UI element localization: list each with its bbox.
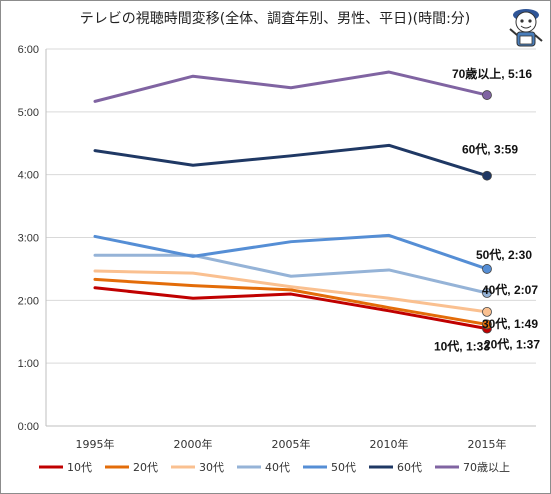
- y-tick-label: 5:00: [18, 107, 39, 119]
- series-end-point: [482, 90, 492, 100]
- series-end-point: [482, 170, 492, 181]
- series-3: 40代, 2:07: [93, 253, 538, 298]
- series-line: [93, 269, 489, 314]
- data-label: 70歳以上, 5:16: [452, 66, 532, 81]
- data-label: 40代, 2:07: [482, 282, 538, 297]
- series-end-point: [482, 319, 492, 330]
- legend-item: 30代: [171, 461, 224, 474]
- series-end-point: [482, 306, 492, 317]
- legend-label: 70歳以上: [463, 461, 510, 474]
- y-tick-label: 0:00: [18, 421, 39, 433]
- data-label: 30代, 1:49: [482, 316, 538, 331]
- y-tick-label: 4:00: [18, 170, 39, 182]
- y-axis: 0:00 1:00 2:00 3:00 4:00 5:00 6:00: [18, 44, 47, 433]
- y-tick-label: 6:00: [18, 44, 39, 56]
- series-end-point: [482, 264, 492, 274]
- legend-item: 40代: [237, 461, 290, 474]
- data-label: 10代, 1:33: [434, 339, 490, 354]
- series-5: 60代, 3:59: [93, 142, 518, 181]
- data-label: 50代, 2:30: [476, 247, 532, 262]
- legend-item: 50代: [303, 461, 356, 474]
- legend-label: 30代: [199, 461, 224, 474]
- legend-item: 10代: [39, 461, 92, 474]
- series-1: 20代, 1:37: [93, 277, 540, 351]
- y-tick-label: 3:00: [18, 233, 39, 245]
- data-label: 60代, 3:59: [462, 142, 518, 157]
- gridlines: [46, 48, 536, 427]
- legend-label: 10代: [67, 461, 92, 474]
- x-tick-label: 2010年: [370, 437, 409, 451]
- x-tick-label: 2005年: [272, 437, 311, 451]
- y-tick-label: 2:00: [18, 295, 39, 307]
- x-axis: 1995年 2000年 2005年 2010年 2015年: [46, 425, 536, 451]
- legend-item: 70歳以上: [435, 461, 510, 474]
- y-tick-label: 1:00: [18, 358, 39, 370]
- legend-item: 60代: [369, 461, 422, 474]
- legend-label: 20代: [133, 461, 158, 474]
- legend-label: 40代: [265, 461, 290, 474]
- series-line: [93, 253, 489, 295]
- series-line: [93, 143, 489, 178]
- legend-item: 20代: [105, 461, 158, 474]
- series-end-point: [482, 288, 492, 298]
- chart-title: テレビの視聴時間変移(全体、調査年別、男性、平日)(時間:分): [80, 10, 471, 27]
- series-6: 70歳以上, 5:16: [93, 66, 532, 103]
- series-line: [93, 70, 489, 103]
- legend-label: 60代: [397, 461, 422, 474]
- series-2: 30代, 1:49: [93, 269, 538, 331]
- series-4: 50代, 2:30: [93, 233, 532, 274]
- series-line: [93, 233, 489, 271]
- legend: 10代 20代 30代 40代 50代 60代 70歳以上: [39, 461, 510, 474]
- series-line: [93, 286, 489, 331]
- x-tick-label: 2015年: [468, 437, 507, 451]
- mascot-character-icon: [509, 9, 543, 47]
- series-0: 10代, 1:33: [93, 286, 492, 354]
- series-line: [93, 277, 489, 326]
- x-tick-label: 2000年: [174, 437, 213, 451]
- data-label: 20代, 1:37: [484, 336, 540, 351]
- x-tick-label: 1995年: [76, 437, 115, 451]
- legend-label: 50代: [331, 461, 356, 474]
